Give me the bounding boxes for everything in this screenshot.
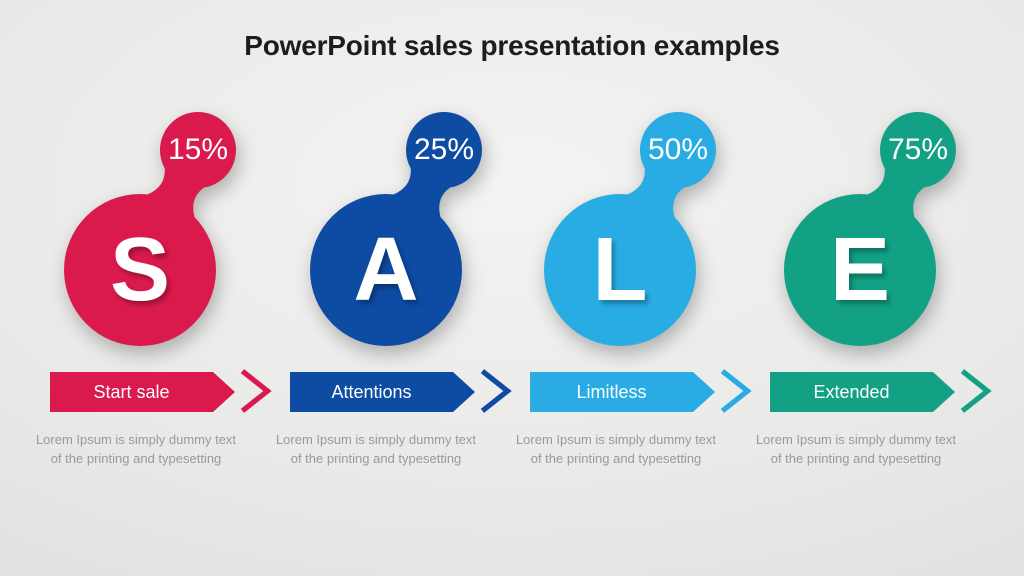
chevron-right-icon (720, 369, 752, 413)
chevron-right-icon (480, 369, 512, 413)
desc-line: of the printing and typesetting (290, 451, 462, 466)
circle-blob-shape (64, 112, 236, 346)
desc-line: Lorem Ipsum is simply dummy text (515, 432, 717, 447)
sale-step-limitless: L 50% Limitless Lorem Ipsum is simply du… (516, 104, 770, 504)
circle-blob-shape (310, 112, 482, 346)
blob-graphic: S 15% (52, 104, 252, 354)
desc-line: Lorem Ipsum is simply dummy text (755, 432, 957, 447)
sale-letter: A (353, 220, 419, 320)
percent-badge: 50% (647, 133, 709, 166)
step-banner: Attentions (290, 372, 475, 412)
step-description: Lorem Ipsum is simply dummy text of the … (30, 430, 242, 468)
percent-badge: 25% (413, 133, 475, 166)
sale-letter: S (109, 220, 171, 320)
desc-line: Lorem Ipsum is simply dummy text (275, 432, 477, 447)
sale-step-start-sale: S 15% Start sale Lorem Ipsum is simply d… (36, 104, 290, 504)
percent-badge: 75% (887, 133, 949, 166)
desc-line: of the printing and typesetting (530, 451, 702, 466)
step-banner: Limitless (530, 372, 715, 412)
chevron-right-icon (960, 369, 992, 413)
chevron-right-icon (240, 369, 272, 413)
step-description: Lorem Ipsum is simply dummy text of the … (270, 430, 482, 468)
percent-badge: 15% (167, 133, 229, 166)
circle-blob-shape (544, 112, 716, 346)
step-banner: Start sale (50, 372, 235, 412)
desc-line: of the printing and typesetting (770, 451, 942, 466)
slide-title: PowerPoint sales presentation examples (244, 30, 780, 61)
sale-step-attentions: A 25% Attentions Lorem Ipsum is simply d… (276, 104, 530, 504)
sale-letter: L (592, 220, 648, 320)
blob-graphic: E 75% (772, 104, 972, 354)
sale-letter: E (829, 220, 891, 320)
sale-step-extended: E 75% Extended Lorem Ipsum is simply dum… (756, 104, 1010, 504)
blob-graphic: A 25% (298, 104, 498, 354)
blob-graphic: L 50% (532, 104, 732, 354)
desc-line: of the printing and typesetting (50, 451, 222, 466)
step-description: Lorem Ipsum is simply dummy text of the … (750, 430, 962, 468)
desc-line: Lorem Ipsum is simply dummy text (35, 432, 237, 447)
step-banner: Extended (770, 372, 955, 412)
step-description: Lorem Ipsum is simply dummy text of the … (510, 430, 722, 468)
circle-blob-shape (784, 112, 956, 346)
